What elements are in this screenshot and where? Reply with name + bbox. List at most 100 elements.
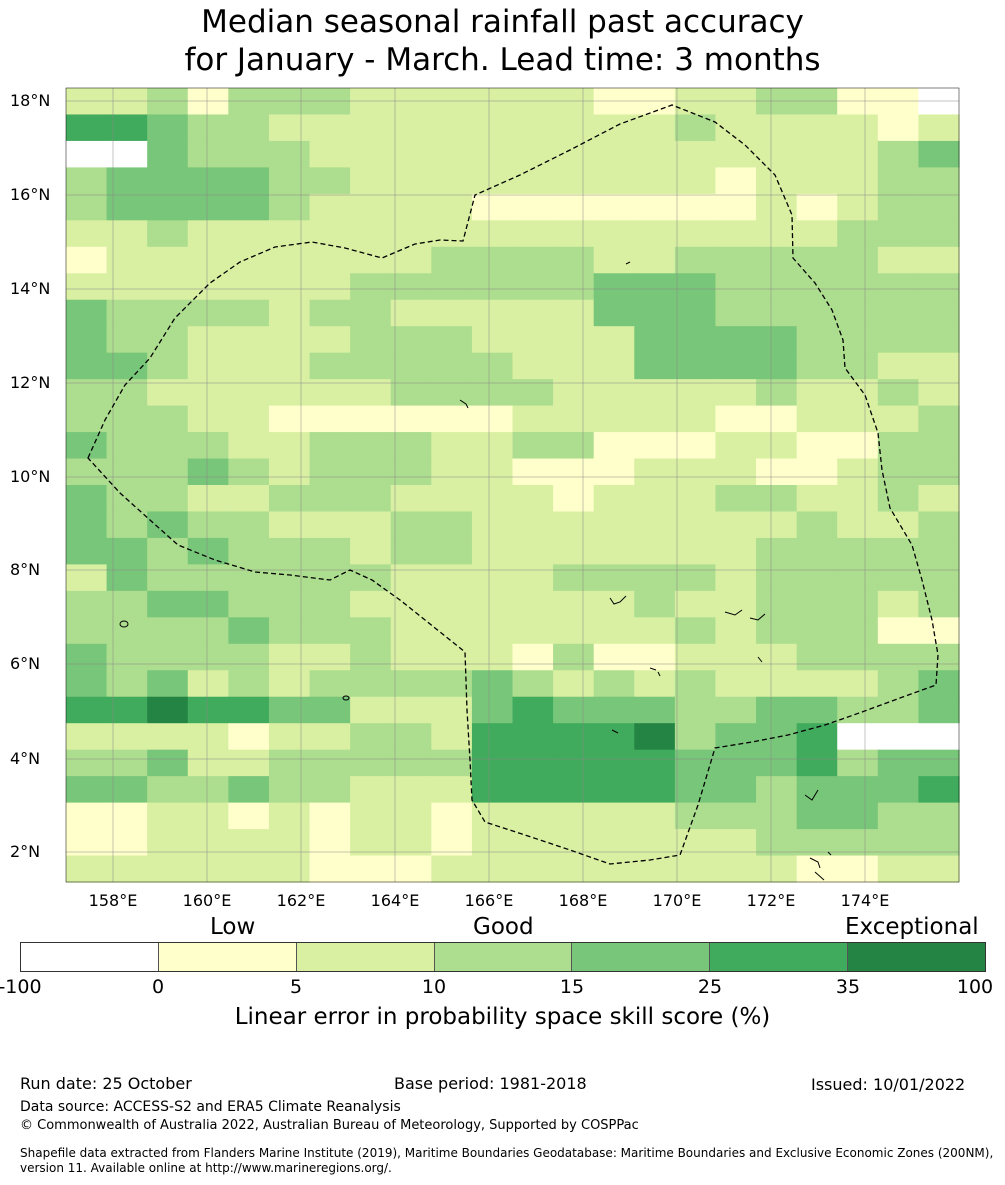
grid-cell (877, 140, 920, 168)
grid-cell (837, 776, 879, 804)
grid-cell (228, 670, 270, 698)
grid-cell (390, 485, 432, 513)
grid-cell (756, 193, 798, 221)
grid-cell (471, 140, 514, 168)
grid-cell (593, 140, 635, 168)
grid-cell (918, 273, 960, 301)
colorbar-segment (158, 943, 297, 971)
grid-cell (796, 167, 838, 195)
grid-cell (187, 299, 229, 327)
grid-cell (837, 511, 879, 539)
grid-cell (350, 511, 392, 539)
grid-cell (147, 829, 189, 857)
grid-cell (66, 829, 108, 857)
grid-cell (512, 220, 554, 248)
grid-cell (66, 140, 108, 168)
grid-cell (268, 643, 311, 671)
grid-cell (877, 537, 920, 565)
colorbar-tick-label: 0 (151, 976, 165, 998)
grid-cell (147, 670, 189, 698)
grid-cell (187, 696, 229, 724)
grid-cell (431, 299, 473, 327)
grid-cell (106, 299, 148, 327)
grid-cell (715, 273, 757, 301)
grid-cell (593, 776, 635, 804)
grid-cell (471, 299, 514, 327)
grid-cell (674, 405, 717, 433)
grid-cell (796, 326, 838, 354)
grid-cell (796, 511, 838, 539)
grid-cell (593, 246, 635, 274)
grid-cell (593, 696, 635, 724)
grid-cell (471, 220, 514, 248)
grid-cell (796, 696, 838, 724)
grid-cell (593, 617, 635, 645)
grid-cell (309, 802, 351, 830)
grid-cell (512, 749, 554, 777)
grid-cell (431, 802, 473, 830)
grid-cell (674, 220, 717, 248)
grid-cell (390, 749, 432, 777)
grid-cell (187, 723, 229, 751)
grid-cell (66, 564, 108, 592)
grid-cell (634, 802, 676, 830)
grid-cell (715, 511, 757, 539)
grid-cell (715, 88, 757, 116)
grid-cell (674, 352, 717, 380)
grid-cell (147, 643, 189, 671)
grid-cell (268, 273, 311, 301)
grid-cell (512, 193, 554, 221)
grid-cell (553, 193, 595, 221)
grid-cell (512, 379, 554, 407)
grid-cell (66, 379, 108, 407)
longitude-label: 164°E (370, 891, 420, 910)
grid-cell (309, 432, 351, 460)
grid-cell (268, 829, 311, 857)
grid-cell (634, 379, 676, 407)
grid-cell (796, 802, 838, 830)
grid-cell (309, 723, 351, 751)
grid-cell (187, 352, 229, 380)
grid-cell (715, 379, 757, 407)
grid-cell (796, 352, 838, 380)
grid-cell (634, 776, 676, 804)
grid-cell (553, 326, 595, 354)
grid-cell (918, 670, 960, 698)
grid-cell (390, 379, 432, 407)
grid-cell (390, 829, 432, 857)
grid-cell (309, 696, 351, 724)
grid-cell (228, 299, 270, 327)
grid-cell (512, 696, 554, 724)
grid-cell (431, 590, 473, 618)
longitude-label: 174°E (840, 891, 890, 910)
grid-cell (390, 352, 432, 380)
longitude-label: 168°E (558, 891, 608, 910)
grid-cell (471, 326, 514, 354)
grid-cell (512, 167, 554, 195)
grid-cell (309, 193, 351, 221)
grid-cell (512, 564, 554, 592)
grid-cell (553, 485, 595, 513)
grid-cell (431, 749, 473, 777)
grid-cell (634, 617, 676, 645)
grid-cell (431, 352, 473, 380)
grid-cell (187, 749, 229, 777)
grid-cell (634, 299, 676, 327)
grid-cell (918, 193, 960, 221)
grid-cell (268, 458, 311, 486)
grid-cell (471, 749, 514, 777)
grid-cell (634, 326, 676, 354)
grid-cell (634, 511, 676, 539)
grid-cell (431, 511, 473, 539)
grid-cell (674, 643, 717, 671)
grid-cell (471, 617, 514, 645)
colorbar-tick-label: 35 (835, 976, 861, 998)
grid-cell (187, 114, 229, 142)
grid-cell (268, 617, 311, 645)
grid-cell (187, 140, 229, 168)
grid-cell (918, 114, 960, 142)
grid-cell (512, 326, 554, 354)
grid-cell (106, 379, 148, 407)
grid-cell (593, 88, 635, 116)
grid-cell (512, 458, 554, 486)
